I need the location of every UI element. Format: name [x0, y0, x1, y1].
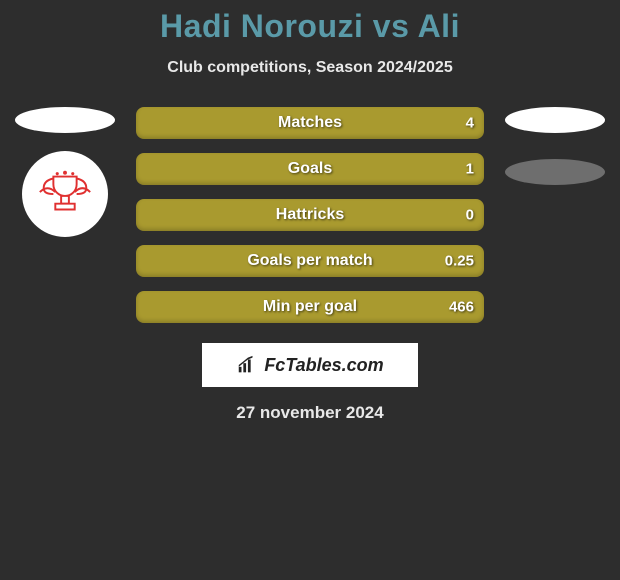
date-text: 27 november 2024 [0, 403, 620, 423]
stat-label: Hattricks [276, 206, 344, 224]
page-title: Hadi Norouzi vs Ali [0, 8, 620, 45]
brand-box: FcTables.com [202, 343, 418, 387]
left-player-column [10, 107, 120, 237]
comparison-card: Hadi Norouzi vs Ali Club competitions, S… [0, 0, 620, 423]
stat-value: 466 [449, 299, 474, 316]
stat-label: Min per goal [263, 298, 357, 316]
right-ellipse-1 [505, 107, 605, 133]
stat-bar-hattricks: Hattricks 0 [136, 199, 484, 231]
ellipse-spacer [500, 133, 610, 159]
stat-label: Goals [288, 160, 332, 178]
stat-bar-matches: Matches 4 [136, 107, 484, 139]
stat-value: 0.25 [445, 253, 474, 270]
stat-value: 4 [466, 115, 474, 132]
right-ellipse-2 [505, 159, 605, 185]
stat-bar-goals-per-match: Goals per match 0.25 [136, 245, 484, 277]
stat-label: Goals per match [247, 252, 372, 270]
left-team-logo [22, 151, 108, 237]
right-player-column [500, 107, 610, 185]
stat-label: Matches [278, 114, 342, 132]
stat-bar-goals: Goals 1 [136, 153, 484, 185]
brand-text: FcTables.com [264, 355, 383, 376]
stat-value: 0 [466, 207, 474, 224]
chart-icon [236, 354, 258, 376]
stat-value: 1 [466, 161, 474, 178]
comparison-area: Matches 4 Goals 1 Hattricks 0 Goals per … [0, 107, 620, 323]
stat-bars: Matches 4 Goals 1 Hattricks 0 Goals per … [136, 107, 484, 323]
subtitle: Club competitions, Season 2024/2025 [0, 59, 620, 77]
stat-bar-min-per-goal: Min per goal 466 [136, 291, 484, 323]
trophy-crest-icon [34, 163, 96, 225]
left-ellipse-1 [15, 107, 115, 133]
